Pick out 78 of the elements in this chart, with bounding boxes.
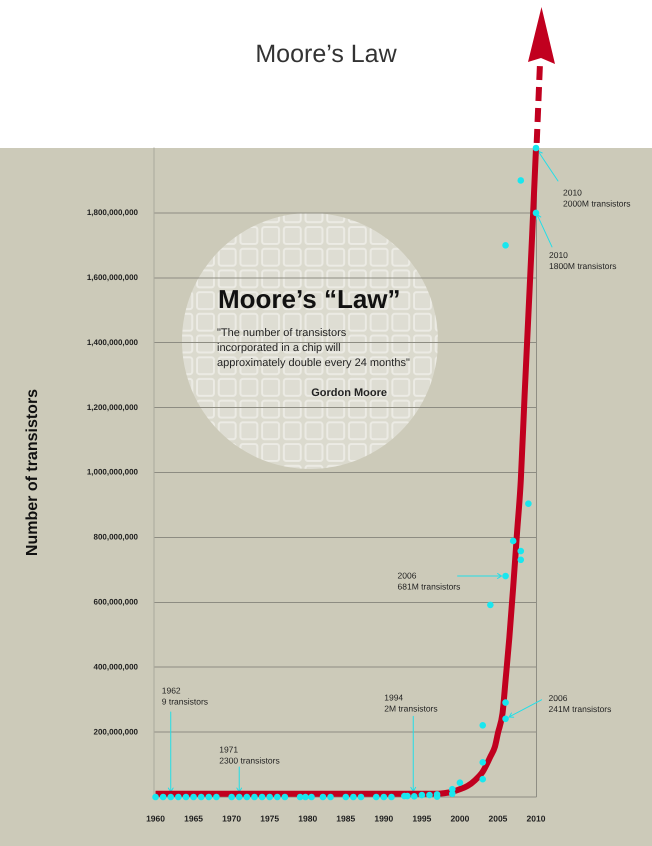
point	[372, 794, 380, 800]
point	[320, 794, 326, 800]
annotation: Moore’s “Law”	[218, 284, 401, 314]
y-tick-label: 600,000,000	[94, 598, 139, 607]
x-tick-label: 1965	[184, 813, 204, 824]
point	[388, 794, 395, 800]
point	[525, 500, 532, 507]
annotation: 2006 681M transistors	[398, 570, 460, 592]
point	[479, 758, 486, 766]
point	[342, 794, 350, 800]
point	[327, 794, 334, 800]
x-tick-label: 1960	[146, 813, 166, 824]
point	[205, 794, 212, 800]
point	[532, 210, 540, 216]
point	[479, 776, 486, 782]
point	[244, 794, 250, 800]
annotation: "The number of transistors incorporated in a chip will approximately double every 24 months"	[217, 327, 410, 370]
point	[302, 794, 309, 800]
x-tick-label: 1985	[336, 813, 356, 824]
point	[510, 538, 516, 544]
point	[517, 548, 524, 554]
annotation: 1962 9 transistors	[162, 685, 208, 706]
point	[456, 779, 464, 786]
point	[487, 602, 494, 608]
x-tick-label: 1975	[260, 813, 280, 824]
y-tick-label: 800,000,000	[94, 532, 139, 542]
point	[517, 177, 524, 184]
y-tick-label: 1,000,000,000	[86, 468, 139, 477]
x-tick-label: 2000	[450, 813, 470, 824]
y-tick-label: 1,200,000,000	[86, 402, 139, 412]
point	[182, 794, 190, 800]
x-tick-label: 2005	[488, 813, 508, 824]
point	[418, 792, 426, 798]
annotation: Gordon Moore	[311, 387, 387, 400]
point	[479, 722, 486, 729]
point	[190, 794, 197, 800]
point	[532, 144, 540, 152]
point	[502, 242, 509, 249]
annotation: 2010 1800M transistors	[549, 250, 617, 272]
x-tick-label: 1980	[298, 813, 318, 824]
point	[152, 794, 159, 800]
y-tick-label: 1,400,000,000	[86, 338, 139, 347]
point	[175, 794, 182, 800]
point	[228, 794, 235, 800]
point	[358, 794, 364, 800]
point	[350, 794, 357, 800]
point	[198, 794, 204, 800]
y-tick-label: 1,800,000,000	[86, 208, 139, 218]
point	[426, 792, 433, 798]
x-tick-label: 1970	[222, 813, 242, 824]
y-tick-label: 400,000,000	[94, 662, 139, 672]
point	[266, 794, 273, 800]
y-axis-title: Number of transistors	[24, 388, 42, 556]
y-tick-label: 1,600,000,000	[86, 273, 139, 282]
point	[160, 794, 166, 800]
point	[213, 794, 220, 800]
annotation: 1994 2M transistors	[384, 692, 438, 714]
x-tick-label: 1990	[374, 813, 394, 824]
annotation: 2006 241M transistors	[548, 693, 612, 714]
point	[517, 556, 524, 564]
point	[502, 572, 509, 580]
point	[308, 794, 315, 800]
point	[502, 699, 509, 706]
point	[274, 794, 281, 800]
point	[410, 793, 418, 800]
point	[236, 794, 243, 800]
y-tick-label: 200,000,000	[94, 727, 139, 736]
point	[167, 794, 174, 800]
point	[282, 794, 288, 800]
annotation: 1971 2300 transistors	[219, 744, 280, 766]
point	[380, 794, 388, 800]
point	[502, 715, 509, 722]
point	[258, 794, 266, 800]
chart-title: Moore’s Law	[255, 40, 398, 68]
x-tick-label: 1995	[412, 813, 432, 824]
point	[251, 794, 258, 800]
x-tick-label: 2010	[526, 813, 546, 824]
annotation: 2010 2000M transistors	[563, 187, 631, 208]
